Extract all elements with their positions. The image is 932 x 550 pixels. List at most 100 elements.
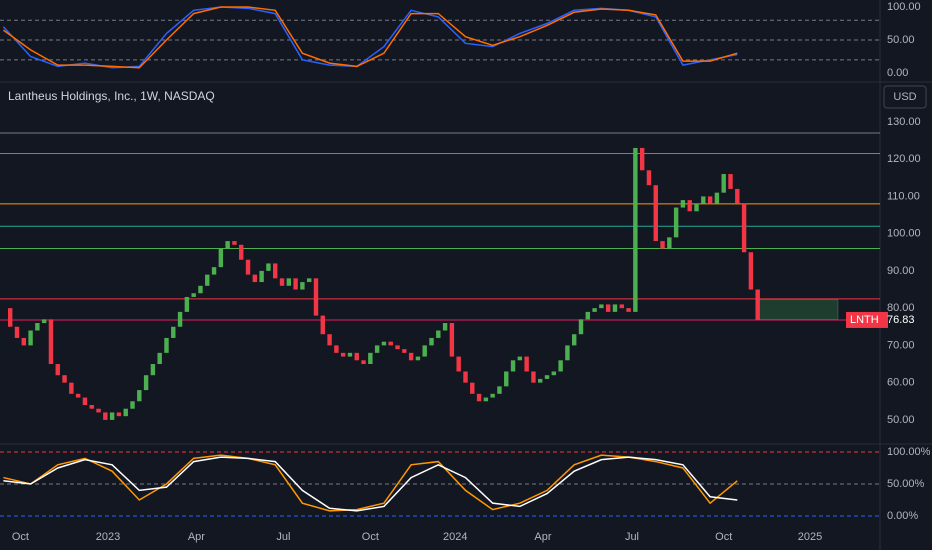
candle [728,174,733,189]
candle [75,393,81,398]
series-line [3,456,738,512]
candle [388,341,393,346]
candle [572,334,577,346]
zone [757,299,839,320]
y-tick-label: 70.00 [887,339,915,351]
candle [7,308,13,327]
candle [415,356,421,361]
candle [239,244,244,260]
candle [721,174,726,193]
candle [374,345,380,353]
candle [592,308,597,312]
candle [524,356,529,372]
candle [673,207,679,238]
candle [490,393,495,398]
candle [211,267,217,275]
candle [245,259,251,275]
candle [306,278,312,283]
x-tick-label: Oct [12,531,29,543]
candle [143,375,149,391]
y-tick-label: 50.00 [887,414,915,426]
candle [130,401,135,409]
candle [103,412,108,420]
candle [123,408,128,417]
y-tick-label: 80.00 [887,302,915,314]
x-tick-label: Jul [625,531,639,543]
candle [429,337,434,346]
candle [347,352,353,357]
candle [69,382,74,394]
y-tick-label: 50.00 [887,34,915,46]
candle [300,282,305,290]
candle [150,364,156,376]
candle [252,274,258,283]
candle [218,248,224,268]
x-tick-label: Apr [188,531,205,543]
candle [381,341,387,346]
candle [62,375,67,383]
candle [368,352,373,365]
candle [612,304,618,312]
candle [14,326,20,338]
candle [116,412,122,417]
candle [259,270,264,283]
candle [21,337,26,346]
x-tick-label: Oct [715,531,732,543]
candle [35,323,40,331]
candle [701,196,706,204]
chart-title: Lantheus Holdings, Inc., 1W, NASDAQ [8,89,215,103]
candle [191,293,196,297]
y-tick-label: 100.00% [887,446,931,458]
candle [755,289,760,320]
y-tick-label: 90.00 [887,265,915,277]
currency-button[interactable] [883,85,927,109]
candle [286,278,292,286]
candle [293,278,298,290]
candle [551,371,557,376]
candle [361,360,366,365]
candle [354,352,359,361]
candle [205,274,210,286]
candle [504,371,509,387]
series-line [2,6,738,69]
candle [55,364,60,376]
y-tick-label: 50.00% [887,478,925,490]
candle [164,337,169,353]
candle [538,378,543,383]
candle [279,278,285,286]
last-price-tag [846,311,888,328]
candle [109,412,115,420]
y-tick-label: 60.00 [887,377,915,389]
candle [714,192,720,204]
candle [137,390,142,402]
x-tick-label: Jul [276,531,290,543]
candle [184,296,190,312]
y-tick-label: 110.00 [887,190,920,202]
candle [273,263,278,279]
candle [171,326,176,338]
candle [694,203,699,212]
candle [177,311,183,327]
candle [639,147,645,171]
last-price: 76.83 [887,314,915,326]
candle [449,323,455,357]
candle [402,349,407,353]
candle [225,241,230,249]
candle [198,285,203,294]
candle [476,393,482,402]
y-tick-label: 100.00 [887,228,921,240]
candle [517,356,523,361]
candle [585,311,591,320]
candle [605,304,611,312]
candle [544,375,550,379]
candle [442,323,448,331]
candle [497,386,502,394]
candle [680,200,686,208]
candle [436,330,441,338]
candle [653,185,658,242]
candle [395,345,400,350]
candle [748,252,754,290]
candle [619,304,624,309]
currency[interactable]: USD [893,91,916,103]
